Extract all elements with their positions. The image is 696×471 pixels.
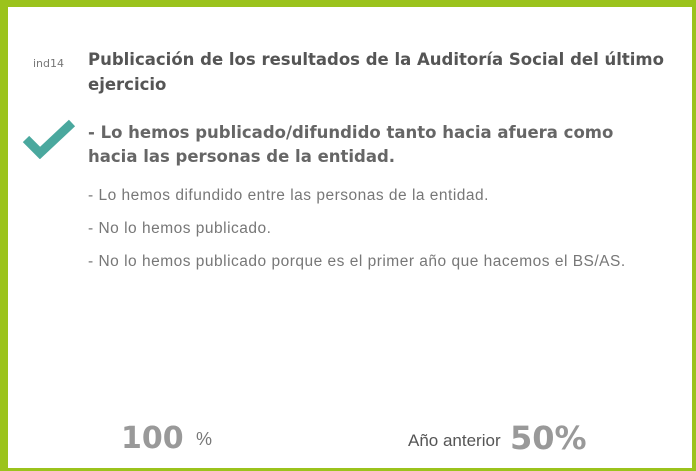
option: - Lo hemos difundido entre las personas … [88,187,489,204]
previous-score: 50% [510,419,587,457]
option: - No lo hemos publicado. [88,220,272,237]
score-unit: % [196,429,213,449]
check-icon [22,119,76,159]
previous-label: Año anterior [408,431,501,450]
indicator-title: Publicación de los resultados de la Audi… [88,50,664,94]
option: - No lo hemos publicado porque es el pri… [88,253,626,270]
indicator-code: ind14 [33,57,65,70]
score: 100 [121,421,184,456]
selected-option: - Lo hemos publicado/difundido tanto hac… [88,123,614,166]
